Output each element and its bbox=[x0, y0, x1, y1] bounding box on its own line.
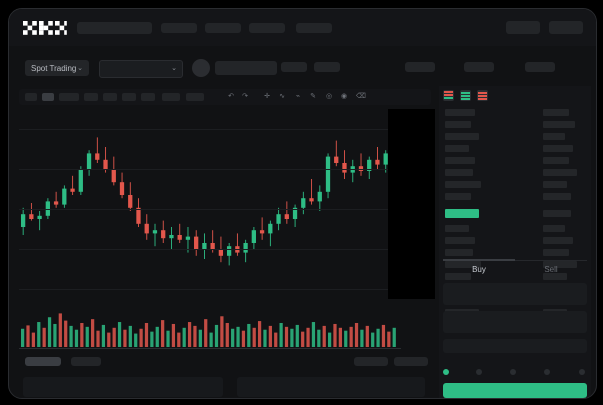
top-navigation-bar bbox=[9, 9, 596, 46]
orderbook-bids-icon[interactable] bbox=[460, 90, 471, 101]
slider-dot-50[interactable] bbox=[510, 369, 516, 375]
orderbook-row[interactable] bbox=[445, 181, 481, 188]
orderbook-row[interactable] bbox=[445, 145, 469, 152]
trading-mode-selector[interactable]: Spot Trading ⌄ bbox=[25, 60, 89, 76]
orderbook-row[interactable] bbox=[543, 133, 565, 140]
price-input[interactable] bbox=[443, 283, 587, 305]
stat-24h-volume bbox=[405, 62, 435, 72]
timeframe-15m[interactable] bbox=[42, 93, 54, 101]
orderbook-row[interactable] bbox=[445, 261, 481, 268]
orderbook-row[interactable] bbox=[543, 109, 569, 116]
orderbook-row[interactable] bbox=[445, 121, 471, 128]
buy-tab-indicator bbox=[443, 259, 515, 261]
tab-sell[interactable]: Sell bbox=[544, 265, 558, 274]
timeframe-1d[interactable] bbox=[103, 93, 117, 101]
orderbook-row[interactable] bbox=[445, 157, 475, 164]
tab-buy[interactable]: Buy bbox=[472, 265, 486, 274]
timeframe-4h[interactable] bbox=[84, 93, 98, 101]
buy-sell-divider bbox=[443, 260, 587, 261]
timeframe-more[interactable] bbox=[141, 93, 155, 101]
orderbook-row[interactable] bbox=[543, 249, 569, 256]
stat-24h-change bbox=[281, 62, 307, 72]
nav-item-1[interactable] bbox=[161, 23, 197, 33]
crosshair-icon[interactable]: ✛ bbox=[264, 93, 270, 100]
nav-item-3[interactable] bbox=[249, 23, 285, 33]
trendline-icon[interactable]: ∿ bbox=[279, 93, 285, 100]
chart-toolbar[interactable]: ↶ ↷ ✛ ∿ ⌁ ✎ ◎ ◉ ⌫ bbox=[19, 89, 431, 105]
chevron-down-icon: ⌄ bbox=[77, 65, 83, 72]
timeframe-1h[interactable] bbox=[59, 93, 79, 101]
orderbook-row[interactable] bbox=[543, 193, 571, 200]
orderbook-row[interactable] bbox=[543, 237, 573, 244]
orders-table-left bbox=[23, 377, 223, 397]
total-input[interactable] bbox=[443, 339, 587, 353]
okx-logo[interactable] bbox=[23, 20, 67, 35]
tab-assets[interactable] bbox=[394, 357, 428, 366]
timeframe-1m[interactable] bbox=[25, 93, 37, 101]
chart-type-button[interactable] bbox=[186, 93, 204, 101]
eye-icon[interactable]: ◉ bbox=[340, 93, 348, 100]
undo-icon[interactable]: ↶ bbox=[228, 93, 234, 100]
nav-item-2[interactable] bbox=[205, 23, 241, 33]
occlusion-overlay bbox=[388, 109, 435, 299]
volume-series bbox=[19, 313, 401, 349]
slider-dot-75[interactable] bbox=[544, 369, 550, 375]
nav-item-4[interactable] bbox=[296, 23, 332, 33]
signup-button[interactable] bbox=[549, 21, 583, 34]
orderbook-row[interactable] bbox=[543, 225, 565, 232]
redo-icon[interactable]: ↷ bbox=[242, 93, 248, 100]
orderbook-both-icon[interactable] bbox=[443, 90, 454, 101]
candlestick-series bbox=[20, 131, 430, 266]
trading-mode-label: Spot Trading bbox=[31, 63, 77, 73]
orderbook-row[interactable] bbox=[445, 273, 471, 280]
amount-input[interactable] bbox=[443, 311, 587, 333]
orderbook-view-toggles[interactable] bbox=[443, 90, 488, 101]
slider-dot-25[interactable] bbox=[476, 369, 482, 375]
price-chart[interactable] bbox=[19, 109, 431, 299]
orderbook-spread-highlight bbox=[445, 209, 479, 218]
volume-chart bbox=[19, 305, 431, 351]
orderbook-row[interactable] bbox=[445, 225, 469, 232]
stat-24h-high bbox=[314, 62, 340, 72]
orderbook-row[interactable] bbox=[543, 273, 567, 280]
orders-table-right bbox=[237, 377, 425, 397]
trash-icon[interactable]: ⌫ bbox=[356, 93, 366, 100]
magnet-icon[interactable]: ◎ bbox=[325, 93, 333, 100]
orderbook-row[interactable] bbox=[445, 133, 479, 140]
ruler-icon[interactable]: ⌁ bbox=[295, 93, 301, 100]
orderbook-row[interactable] bbox=[543, 121, 575, 128]
stat-funding bbox=[525, 62, 555, 72]
orderbook-row[interactable] bbox=[543, 210, 571, 217]
place-buy-order-button[interactable] bbox=[443, 383, 587, 398]
slider-dot-100[interactable] bbox=[579, 369, 585, 375]
search-input[interactable] bbox=[77, 22, 152, 34]
trading-pair-selector[interactable]: ⌄ bbox=[99, 60, 183, 78]
indicators-button[interactable] bbox=[162, 93, 180, 101]
timeframe-1w[interactable] bbox=[122, 93, 136, 101]
orderbook-row[interactable] bbox=[445, 193, 471, 200]
tab-positions[interactable] bbox=[354, 357, 388, 366]
tab-order-history[interactable] bbox=[71, 357, 101, 366]
orderbook-row[interactable] bbox=[543, 157, 569, 164]
slider-dot-0[interactable] bbox=[443, 369, 449, 375]
app-window: Spot Trading ⌄ ⌄ ↶ ↷ ✛ ∿ ⌁ ✎ ◎ ◉ ⌫ bbox=[8, 8, 597, 399]
orderbook-row[interactable] bbox=[543, 261, 577, 268]
coin-avatar bbox=[192, 59, 210, 77]
orderbook-row[interactable] bbox=[543, 181, 567, 188]
orderbook-row[interactable] bbox=[543, 145, 573, 152]
orderbook-asks-icon[interactable] bbox=[477, 90, 488, 101]
orderbook-row[interactable] bbox=[445, 249, 473, 256]
orderbook-row[interactable] bbox=[445, 237, 475, 244]
stat-index-price bbox=[464, 62, 494, 72]
login-button[interactable] bbox=[506, 21, 540, 34]
orderbook-row[interactable] bbox=[445, 169, 473, 176]
chevron-down-icon: ⌄ bbox=[171, 65, 177, 72]
amount-slider[interactable] bbox=[443, 367, 587, 377]
orderbook-row[interactable] bbox=[543, 169, 577, 176]
orderbook-row[interactable] bbox=[445, 109, 475, 116]
brush-icon[interactable]: ✎ bbox=[310, 93, 316, 100]
pair-price-readout bbox=[215, 61, 277, 75]
tab-open-orders[interactable] bbox=[25, 357, 61, 366]
